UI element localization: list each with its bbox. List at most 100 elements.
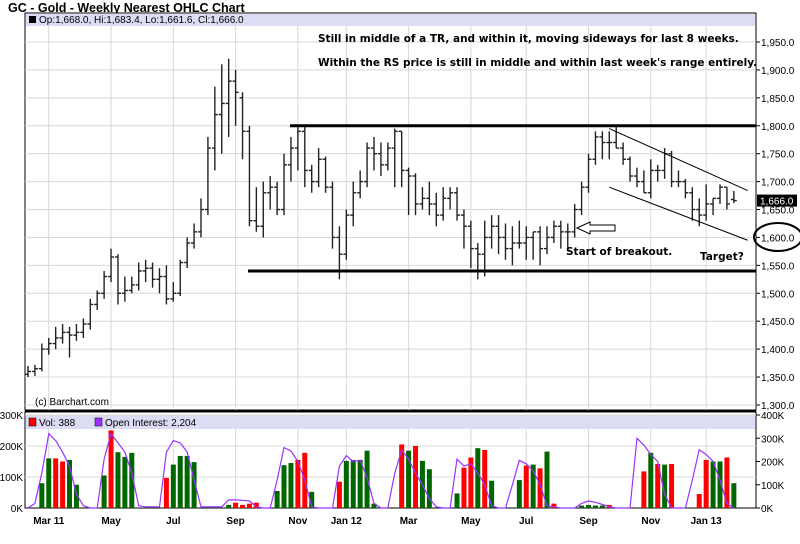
price-tick-label: 1,650.0 <box>761 206 795 217</box>
price-tick-label: 1,300.0 <box>761 401 795 412</box>
ohlc-bar <box>38 343 45 372</box>
ohlc-bar <box>585 153 592 193</box>
volume-bar <box>101 475 107 508</box>
ohlc-bar <box>502 223 509 260</box>
ohlc-bar <box>599 131 606 160</box>
open-interest-line <box>27 432 735 509</box>
ohlc-bar <box>509 226 516 266</box>
ohlc-bar <box>204 136 211 216</box>
target-label: Target? <box>700 251 744 263</box>
channel-upper-line <box>609 128 748 191</box>
ohlc-bar <box>267 176 274 210</box>
ohlc-bar <box>315 148 322 188</box>
price-tick-label: 1,400.0 <box>761 345 795 356</box>
volume-bar <box>703 459 709 508</box>
oi-tick-label: 0K <box>761 504 774 515</box>
volume-bar <box>357 459 363 508</box>
ohlc-bar <box>128 276 135 294</box>
ohlc-bar <box>703 184 710 221</box>
ohlc-bar <box>481 220 488 277</box>
ohlc-bar <box>571 203 578 238</box>
volume-bar <box>399 444 405 508</box>
ohlc-bar <box>329 181 336 249</box>
x-tick-label: May <box>461 516 481 527</box>
ohlc-bar <box>94 290 101 311</box>
price-tick-label: 1,500.0 <box>761 289 795 300</box>
left-arrow-icon <box>575 221 616 235</box>
volume-tick-label: 200K <box>0 442 23 453</box>
ohlc-bar <box>447 187 454 210</box>
ohlc-bar <box>80 318 87 338</box>
ohlc-bar <box>253 187 260 232</box>
ohlc-bar <box>530 231 537 260</box>
ohlc-bar <box>73 323 80 341</box>
ohlc-bar <box>45 337 52 355</box>
price-panel <box>24 12 757 411</box>
oi-tick-label: 200K <box>761 458 785 469</box>
ohlc-bar <box>350 181 357 227</box>
ohlc-bar <box>723 186 730 210</box>
ohlc-bar <box>627 156 634 182</box>
volume-bar <box>592 505 598 508</box>
volume-bar <box>226 504 232 508</box>
ohlc-bar <box>198 198 204 238</box>
ohlc-bar <box>294 125 301 171</box>
oi-legend: Open Interest: 2,204 <box>105 418 197 429</box>
target-circle <box>753 222 800 252</box>
ohlc-bar <box>225 58 232 137</box>
ohlc-bar <box>156 268 163 294</box>
volume-bar <box>655 463 661 508</box>
ohlc-bar <box>426 181 433 216</box>
annotation-line-1: Still in middle of a TR, and within it, … <box>318 33 739 45</box>
price-tick-label: 1,950.0 <box>761 38 795 49</box>
volume-bar <box>475 448 481 508</box>
ohlc-bar <box>274 181 281 216</box>
volume-tick-label: 0K <box>11 504 24 515</box>
oi-tick-label: 300K <box>761 434 785 445</box>
ohlc-bar <box>170 282 177 302</box>
ohlc-bar <box>717 184 723 204</box>
x-tick-label: Sep <box>579 516 597 527</box>
ohlc-bar <box>592 131 599 165</box>
volume-bar <box>184 455 190 508</box>
x-tick-label: Jul <box>166 516 181 527</box>
volume-bar <box>240 504 246 508</box>
volume-bar <box>641 471 647 508</box>
volume-bar <box>60 461 66 508</box>
volume-bar <box>599 505 605 508</box>
ohlc-readout: Op:1,668.0, Hi:1,683.4, Lo:1,661.6, Cl:1… <box>39 15 244 26</box>
last-price-label: 1,666.0 <box>760 197 794 208</box>
ohlc-bar <box>550 220 557 244</box>
price-tick-label: 1,450.0 <box>761 317 795 328</box>
x-tick-label: Jan 13 <box>691 516 723 527</box>
ohlc-bar <box>135 262 142 291</box>
ohlc-bar <box>474 243 481 280</box>
copyright-label: (c) Barchart.com <box>35 397 109 408</box>
ohlc-bar <box>101 270 108 299</box>
ohlc-bar <box>412 173 419 216</box>
ohlc-bar <box>343 209 350 260</box>
ohlc-bar <box>516 220 523 249</box>
last-price-box <box>757 194 797 207</box>
ohlc-bar <box>191 223 198 249</box>
volume-bar <box>537 468 543 508</box>
volume-bar <box>281 465 287 508</box>
volume-bar <box>454 493 460 508</box>
volume-bar <box>295 459 301 508</box>
ohlc-bar <box>613 125 620 149</box>
ohlc-bar <box>260 181 267 238</box>
volume-swatch-icon <box>28 417 37 427</box>
volume-bar <box>551 503 557 508</box>
volume-bar <box>724 457 730 508</box>
x-tick-label: Jan 12 <box>331 516 363 527</box>
ohlc-bar <box>730 190 737 204</box>
ohlc-bar <box>108 248 115 283</box>
volume-bar <box>669 463 675 508</box>
ohlc-bar <box>218 64 225 154</box>
volume-bar <box>468 457 474 508</box>
volume-bar <box>246 503 252 508</box>
ohlc-bar <box>544 226 550 255</box>
ohlc-bar <box>121 276 128 302</box>
volume-legend: Vol: 388 <box>39 418 76 429</box>
ohlc-bar <box>710 197 717 216</box>
